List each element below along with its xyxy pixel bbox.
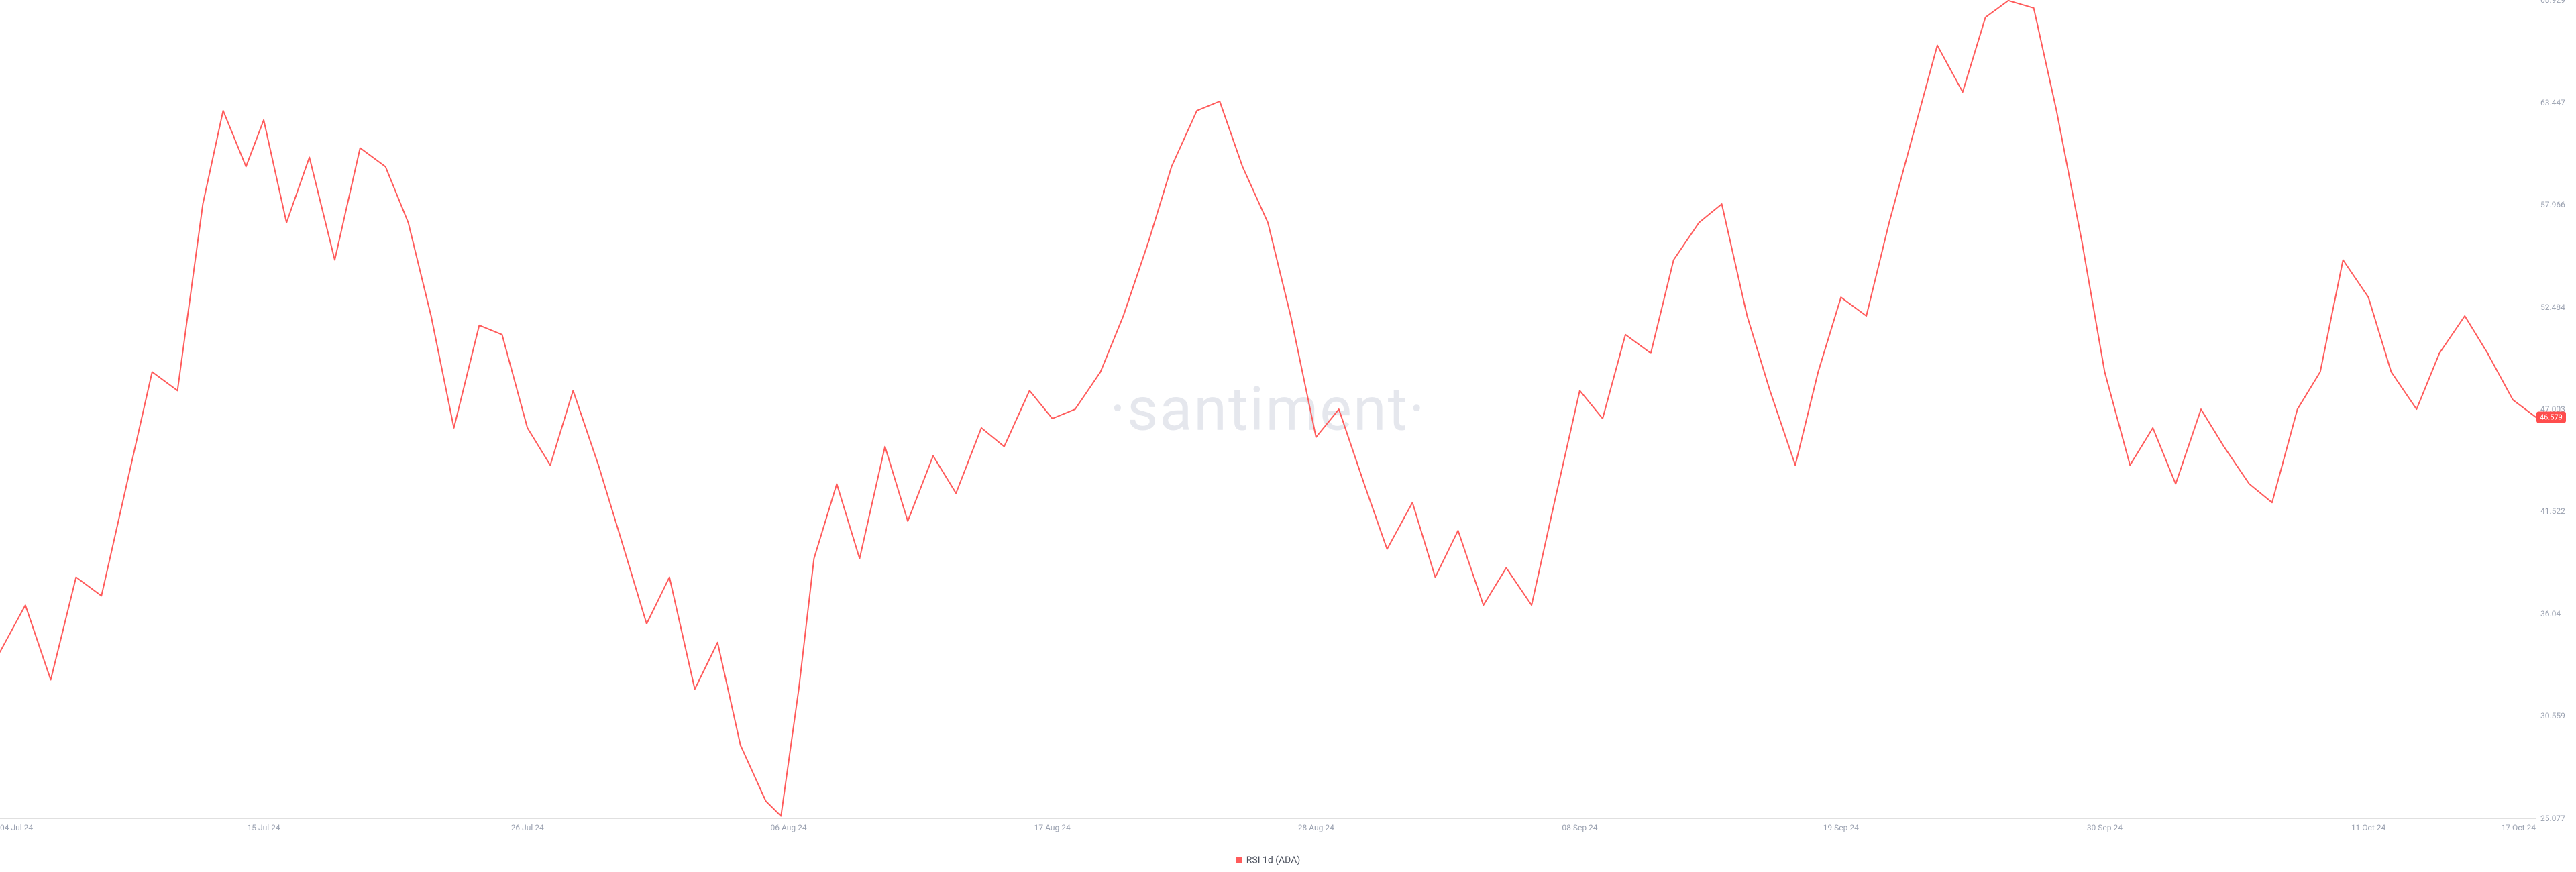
x-tick: 17 Aug 24 bbox=[1034, 823, 1071, 832]
chart-container: ·santiment· 68.92963.44757.96652.48447.0… bbox=[0, 0, 2576, 872]
x-tick: 15 Jul 24 bbox=[248, 823, 280, 832]
x-axis: 04 Jul 24 15 Jul 24 26 Jul 24 06 Aug 24 17 A… bbox=[0, 818, 2536, 838]
y-tick: 63.447 bbox=[2540, 98, 2565, 107]
y-axis: 68.92963.44757.96652.48447.00341.52236.0… bbox=[2536, 0, 2576, 818]
rsi-line-chart bbox=[0, 0, 2536, 818]
y-tick: 30.559 bbox=[2540, 711, 2565, 720]
x-tick: 26 Jul 24 bbox=[511, 823, 544, 832]
legend: RSI 1d (ADA) bbox=[0, 855, 2536, 865]
rsi-line bbox=[0, 1, 2536, 816]
y-tick: 68.929 bbox=[2540, 0, 2565, 5]
x-tick: 06 Aug 24 bbox=[771, 823, 807, 832]
y-tick: 57.966 bbox=[2540, 200, 2565, 209]
legend-swatch bbox=[1236, 857, 1242, 863]
x-tick: 04 Jul 24 bbox=[0, 823, 33, 832]
y-tick: 52.484 bbox=[2540, 303, 2565, 312]
x-tick: 28 Aug 24 bbox=[1298, 823, 1334, 832]
legend-label: RSI 1d (ADA) bbox=[1246, 855, 1300, 865]
x-tick: 08 Sep 24 bbox=[1562, 823, 1597, 832]
y-tick: 36.04 bbox=[2540, 609, 2561, 618]
plot-area: ·santiment· bbox=[0, 0, 2536, 818]
x-tick: 17 Oct 24 bbox=[2502, 823, 2536, 832]
y-tick: 25.077 bbox=[2540, 814, 2565, 823]
current-value-badge: 46.579 bbox=[2536, 411, 2566, 423]
y-tick: 41.522 bbox=[2540, 506, 2565, 516]
x-tick: 11 Oct 24 bbox=[2351, 823, 2385, 832]
x-tick: 19 Sep 24 bbox=[1823, 823, 1859, 832]
x-tick: 30 Sep 24 bbox=[2087, 823, 2123, 832]
